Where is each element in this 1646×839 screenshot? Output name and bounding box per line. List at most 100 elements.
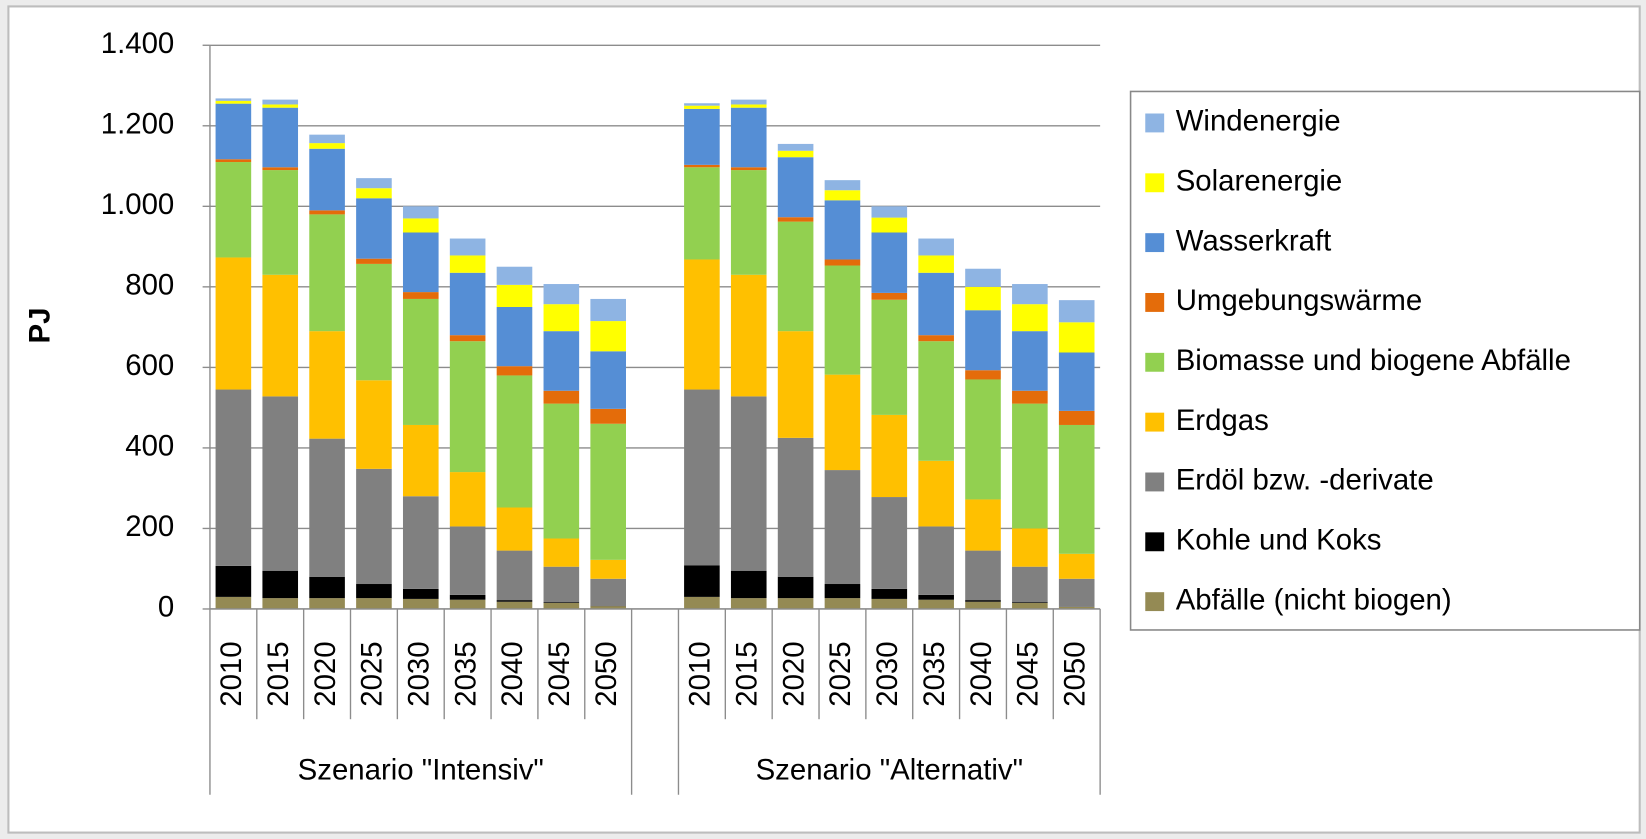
legend-label: Wasserkraft bbox=[1176, 224, 1332, 257]
bar-segment bbox=[1058, 410, 1095, 425]
bar-segment bbox=[543, 304, 580, 332]
bar-segment bbox=[262, 396, 299, 571]
legend-label: Windenergie bbox=[1176, 105, 1341, 138]
bar-segment bbox=[262, 107, 299, 168]
bar-segment bbox=[496, 284, 533, 307]
bar-segment bbox=[730, 598, 767, 609]
bar-segment bbox=[590, 606, 626, 609]
bar-segment bbox=[215, 162, 252, 258]
bar-segment bbox=[449, 472, 486, 527]
bar-segment bbox=[777, 143, 814, 151]
bar-segment bbox=[684, 167, 720, 260]
bar-segment bbox=[918, 460, 954, 527]
bar-segment bbox=[590, 559, 626, 579]
bar-segment bbox=[1058, 578, 1095, 607]
bar-segment bbox=[496, 306, 533, 367]
bar-segment bbox=[871, 206, 908, 218]
bar-segment bbox=[543, 566, 580, 603]
bar-segment bbox=[543, 390, 580, 404]
bar-segment bbox=[1058, 553, 1095, 579]
bar-segment bbox=[824, 190, 861, 201]
y-tick-label: 1.200 bbox=[101, 108, 175, 141]
bar-segment bbox=[356, 380, 392, 469]
bar-segment bbox=[1058, 424, 1095, 554]
x-tick-label: 2020 bbox=[777, 641, 810, 706]
bar-segment bbox=[918, 594, 954, 600]
bar-segment bbox=[215, 103, 252, 160]
bar-segment bbox=[777, 150, 814, 158]
bar-segment bbox=[402, 496, 439, 589]
bar-segment bbox=[402, 424, 439, 497]
bar-segment bbox=[543, 538, 580, 567]
bar-segment bbox=[918, 335, 954, 342]
bar-segment bbox=[871, 299, 908, 415]
x-tick-label: 2010 bbox=[215, 641, 248, 706]
bar-segment bbox=[1012, 331, 1048, 391]
bar-segment bbox=[965, 370, 1001, 380]
legend-swatch bbox=[1145, 113, 1165, 133]
bar-segment bbox=[965, 550, 1001, 601]
bar-segment bbox=[1012, 602, 1048, 609]
bar-segment bbox=[356, 198, 392, 259]
bar-segment bbox=[1012, 390, 1048, 404]
bar-segment bbox=[309, 598, 345, 609]
bar-segment bbox=[965, 310, 1001, 371]
y-tick-label: 1.400 bbox=[101, 27, 175, 60]
bar-segment bbox=[309, 210, 345, 215]
bar-segment bbox=[824, 470, 861, 585]
bar-segment bbox=[965, 600, 1001, 602]
legend-label: Abfälle (nicht biogen) bbox=[1176, 583, 1452, 616]
x-tick-label: 2015 bbox=[262, 641, 295, 706]
bar-segment bbox=[449, 526, 486, 595]
bar-segment bbox=[449, 341, 486, 473]
legend-swatch bbox=[1145, 472, 1165, 492]
group-label: Szenario "Intensiv" bbox=[298, 753, 544, 786]
x-tick-label: 2015 bbox=[731, 641, 764, 706]
y-tick-label: 600 bbox=[125, 349, 174, 382]
bar-segment bbox=[777, 598, 814, 609]
bar-segment bbox=[684, 259, 720, 390]
legend-swatch bbox=[1145, 352, 1165, 372]
bar-segment bbox=[777, 157, 814, 218]
x-tick-label: 2030 bbox=[403, 641, 436, 706]
legend-label: Erdöl bzw. -derivate bbox=[1176, 464, 1434, 497]
bar-segment bbox=[543, 602, 580, 609]
x-tick-label: 2025 bbox=[824, 641, 857, 706]
bar-segment bbox=[918, 526, 954, 595]
bar-segment bbox=[262, 99, 299, 105]
x-tick-label: 2050 bbox=[1058, 641, 1091, 706]
x-tick-label: 2010 bbox=[684, 641, 717, 706]
bar-segment bbox=[684, 105, 720, 109]
bar-segment bbox=[965, 286, 1001, 311]
bar-segment bbox=[215, 565, 252, 597]
y-tick-label: 400 bbox=[125, 430, 174, 463]
bar-segment bbox=[730, 170, 767, 275]
bar-segment bbox=[309, 148, 345, 211]
bar-segment bbox=[215, 389, 252, 566]
legend-swatch bbox=[1145, 592, 1165, 612]
bar-segment bbox=[590, 298, 626, 322]
bar-segment bbox=[356, 468, 392, 585]
bar-segment bbox=[215, 159, 252, 163]
bar-segment bbox=[262, 170, 299, 275]
bar-segment bbox=[356, 178, 392, 189]
bar-segment bbox=[496, 507, 533, 551]
bar-segment bbox=[918, 341, 954, 461]
bar-segment bbox=[871, 588, 908, 599]
bar-segment bbox=[684, 565, 720, 597]
x-tick-label: 2045 bbox=[543, 641, 576, 706]
bar-segment bbox=[402, 598, 439, 609]
bar-segment bbox=[449, 594, 486, 600]
bar-segment bbox=[824, 598, 861, 609]
x-tick-label: 2035 bbox=[918, 641, 951, 706]
bar-segment bbox=[965, 379, 1001, 500]
bar-segment bbox=[262, 570, 299, 599]
bar-segment bbox=[824, 374, 861, 471]
legend-swatch bbox=[1145, 293, 1165, 312]
x-tick-label: 2040 bbox=[965, 641, 998, 706]
bar-segment bbox=[684, 389, 720, 566]
bar-segment bbox=[309, 576, 345, 599]
bar-segment bbox=[1012, 566, 1048, 603]
bar-segment bbox=[965, 499, 1001, 551]
